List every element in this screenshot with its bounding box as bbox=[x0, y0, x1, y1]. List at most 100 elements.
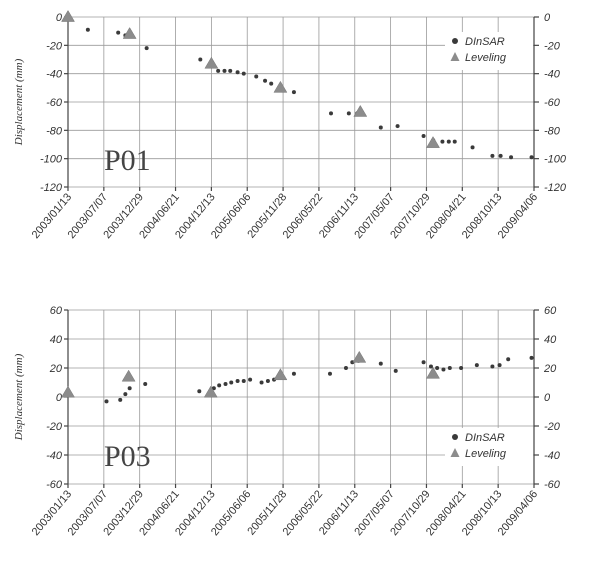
dinsar-point bbox=[393, 368, 398, 373]
dinsar-point bbox=[452, 139, 457, 144]
y-tick-label-left: 0 bbox=[56, 392, 63, 404]
leveling-point bbox=[273, 80, 288, 93]
dinsar-point bbox=[446, 139, 451, 144]
leveling-point bbox=[426, 136, 440, 148]
leveling-point bbox=[203, 385, 218, 398]
dinsar-point bbox=[447, 366, 452, 370]
dinsar-point bbox=[474, 363, 479, 368]
y-tick-label-right: -40 bbox=[544, 69, 561, 81]
y-tick-label-right: 20 bbox=[543, 363, 557, 375]
y-tick-label-left: 20 bbox=[49, 363, 63, 375]
y-tick-label-right: 40 bbox=[544, 334, 557, 346]
dinsar-point bbox=[85, 27, 90, 32]
dinsar-point bbox=[259, 380, 264, 385]
dinsar-point bbox=[228, 68, 233, 73]
y-tick-label-left: -40 bbox=[46, 450, 63, 462]
legend-label: DInSAR bbox=[465, 36, 505, 48]
dinsar-point bbox=[118, 397, 123, 402]
dinsar-point bbox=[498, 153, 503, 158]
leveling-point bbox=[273, 368, 288, 381]
legend-leveling-marker bbox=[450, 448, 460, 457]
dinsar-point bbox=[235, 379, 240, 384]
panel-p01: 0 -20 -40 -60 -80 -100 -120 0 -20 -40 -60 -80 -100 -1… bbox=[13, 10, 567, 241]
dinsar-point bbox=[217, 383, 222, 388]
leveling-point bbox=[122, 27, 137, 39]
panel-label: P01 bbox=[104, 144, 151, 177]
dinsar-point bbox=[421, 360, 426, 365]
panel-p03: 6040200-20-40-606040200-20-40-602003/01/… bbox=[13, 305, 561, 538]
leveling-point bbox=[353, 104, 368, 117]
y-tick-label-right: -60 bbox=[544, 479, 561, 491]
dinsar-point bbox=[291, 371, 296, 376]
legend-box bbox=[445, 428, 533, 466]
dinsar-point bbox=[222, 68, 227, 73]
y-tick-label-left: -20 bbox=[46, 40, 63, 52]
y-tick-label-left: 60 bbox=[50, 305, 63, 317]
dinsar-point bbox=[435, 366, 440, 370]
y-tick-label-left: -120 bbox=[40, 182, 63, 194]
dinsar-point bbox=[440, 139, 445, 144]
dinsar-point bbox=[395, 124, 400, 129]
dinsar-point bbox=[197, 389, 202, 394]
y-tick-label-right: 60 bbox=[544, 305, 557, 317]
dinsar-point bbox=[421, 134, 426, 138]
dinsar-point bbox=[241, 379, 246, 384]
leveling-point bbox=[426, 366, 440, 379]
leveling-point bbox=[121, 369, 136, 382]
legend-dinsar-marker bbox=[452, 434, 458, 440]
dinsar-point bbox=[509, 155, 514, 160]
y-tick-label-left: -20 bbox=[46, 421, 63, 433]
y-axis-title: Displacement (mm) bbox=[13, 353, 25, 441]
dinsar-point bbox=[470, 145, 475, 150]
legend-dinsar-marker bbox=[452, 38, 458, 44]
legend-label: Leveling bbox=[465, 448, 507, 460]
dinsar-point bbox=[254, 74, 259, 79]
y-tick-label-left: -60 bbox=[46, 97, 63, 109]
dinsar-point bbox=[459, 366, 464, 370]
dinsar-point bbox=[235, 70, 240, 75]
dinsar-point bbox=[329, 111, 334, 116]
y-tick-label-left: -100 bbox=[40, 154, 63, 166]
y-tick-label-left: 0 bbox=[56, 12, 63, 24]
y-tick-label-right: 0 bbox=[544, 12, 551, 24]
dinsar-point bbox=[346, 111, 351, 116]
dinsar-point bbox=[143, 381, 148, 386]
dinsar-point bbox=[241, 71, 246, 76]
y-tick-label-left: 40 bbox=[50, 334, 63, 346]
y-tick-label-right: -20 bbox=[544, 421, 561, 433]
leveling-point bbox=[204, 56, 219, 69]
dinsar-point bbox=[198, 57, 203, 62]
leveling-point bbox=[352, 350, 367, 363]
dinsar-point bbox=[497, 363, 502, 368]
dinsar-point bbox=[123, 392, 128, 397]
dinsar-point bbox=[378, 361, 383, 366]
y-tick-label-right: -80 bbox=[544, 125, 561, 137]
leveling-point bbox=[61, 10, 75, 22]
dinsar-point bbox=[506, 357, 511, 362]
dinsar-point bbox=[291, 90, 296, 95]
y-tick-label-right: -60 bbox=[544, 97, 561, 109]
dinsar-point bbox=[378, 125, 383, 130]
dinsar-point bbox=[529, 155, 534, 160]
dinsar-point bbox=[216, 68, 221, 73]
legend-leveling-marker bbox=[450, 52, 460, 61]
dinsar-point bbox=[428, 364, 433, 369]
dinsar-point bbox=[248, 377, 253, 382]
dinsar-point bbox=[529, 355, 534, 360]
dinsar-point bbox=[441, 367, 446, 372]
y-tick-label-left: -40 bbox=[46, 69, 63, 81]
dinsar-point bbox=[127, 386, 132, 391]
dinsar-point bbox=[116, 30, 121, 35]
y-tick-label-right: -100 bbox=[544, 154, 567, 166]
dinsar-point bbox=[263, 78, 268, 83]
legend-box bbox=[445, 32, 533, 70]
y-tick-label-left: -80 bbox=[46, 125, 63, 137]
dinsar-point bbox=[343, 366, 348, 370]
y-tick-label-right: -40 bbox=[544, 450, 561, 462]
dinsar-point bbox=[490, 153, 495, 158]
y-tick-label-right: 0 bbox=[544, 392, 551, 404]
dinsar-point bbox=[104, 399, 109, 404]
dinsar-point bbox=[490, 364, 495, 369]
dinsar-point bbox=[144, 46, 149, 51]
